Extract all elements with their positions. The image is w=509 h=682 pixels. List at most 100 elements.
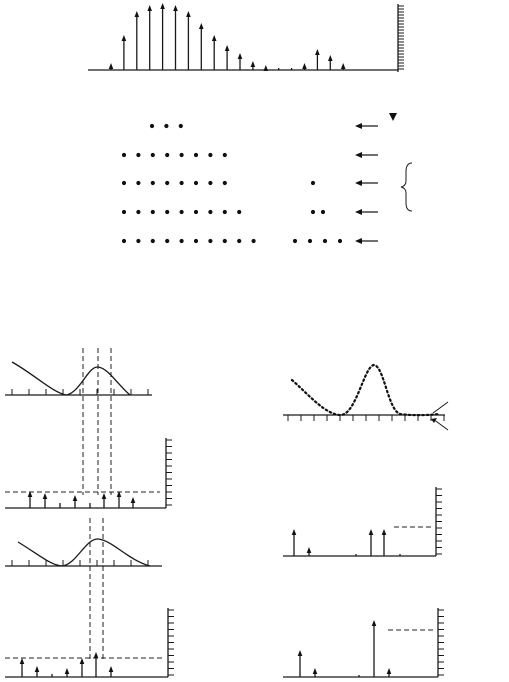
- dot-left: [136, 180, 141, 186]
- left-curve-panel-1: [5, 361, 152, 396]
- left-stick-panel-2: [5, 608, 174, 678]
- dot-right: [337, 238, 343, 244]
- left-stick-1-stick: [42, 493, 48, 508]
- top-stick: [328, 55, 333, 70]
- dot-left: [208, 180, 213, 186]
- dot-left: [179, 152, 184, 158]
- top-stick: [224, 45, 230, 70]
- dot-left: [150, 152, 155, 158]
- dot-left: [165, 180, 170, 186]
- dot-left: [208, 152, 213, 158]
- dot-left: [237, 209, 242, 215]
- right-dotted-curve: [290, 363, 442, 417]
- right-stick-2-stick: [371, 620, 377, 677]
- left-stick-1-stick: [130, 497, 136, 508]
- left-stick-1-stick: [116, 491, 122, 508]
- top-sticks: [108, 3, 346, 71]
- row-arrows: [355, 123, 378, 244]
- dot-left: [179, 180, 184, 186]
- top-stick: [147, 5, 152, 70]
- dot-right: [322, 238, 328, 244]
- right-pointer-head: [431, 418, 437, 423]
- top-stick: [237, 53, 243, 70]
- row-arrow: [355, 238, 378, 244]
- dot-left: [136, 238, 141, 244]
- top-stick: [108, 63, 114, 70]
- dot-right: [310, 180, 316, 186]
- right-stick-panel-1: [283, 487, 442, 557]
- down-arrowhead-marker: [389, 113, 397, 121]
- row-arrow: [355, 180, 378, 186]
- left-stick-2-stick: [93, 652, 99, 677]
- dot-right: [292, 238, 298, 244]
- dot-left: [208, 238, 213, 244]
- dot-left: [208, 209, 213, 215]
- top-stick: [263, 65, 269, 71]
- dot-left: [121, 238, 127, 244]
- dot-left: [165, 209, 170, 215]
- right-stick-1-stick: [291, 529, 297, 556]
- right-stick-2-stick: [297, 650, 303, 677]
- top-stick: [211, 35, 217, 70]
- dot-right: [310, 209, 316, 215]
- right-stick-panel-2: [283, 608, 444, 678]
- right-panels: [283, 363, 449, 678]
- dot-left: [193, 209, 199, 215]
- left-stick-2-stick: [79, 658, 85, 677]
- right-stick-2-stick: [312, 668, 318, 677]
- dot-left: [136, 209, 141, 215]
- right-stick-2-stick: [386, 668, 392, 677]
- dot-right: [320, 209, 326, 215]
- left-stick-panel-1: [5, 438, 172, 509]
- dot-right: [307, 238, 313, 244]
- dot-left: [222, 209, 227, 215]
- dot-left: [150, 180, 155, 186]
- top-stick: [134, 11, 140, 70]
- top-stick: [302, 63, 307, 70]
- left-stick-2-stick: [108, 666, 114, 677]
- top-stick: [315, 49, 320, 70]
- left-stick-2-stick: [19, 658, 25, 677]
- top-stick-spectrum: [88, 3, 404, 72]
- dot-left: [251, 238, 256, 244]
- left-stick-1-stick: [72, 495, 78, 508]
- dot-left: [121, 209, 127, 215]
- right-dotted-curve-panel: [283, 363, 449, 431]
- curly-brace: [400, 162, 413, 212]
- dot-left: [193, 238, 199, 244]
- top-stick: [160, 3, 165, 70]
- dot-left: [178, 123, 183, 129]
- dot-left: [121, 152, 127, 158]
- dot-left: [164, 123, 169, 129]
- top-stick: [340, 63, 346, 70]
- dot-left: [121, 180, 127, 186]
- dot-left: [222, 180, 227, 186]
- top-stick: [250, 61, 256, 70]
- left-panels: [5, 348, 174, 678]
- left-stick-1-stick: [27, 491, 33, 508]
- left-curve-2: [17, 538, 151, 567]
- left-stick-2-stick: [64, 668, 70, 677]
- right-stick-1-stick: [306, 547, 312, 556]
- dot-left: [165, 152, 170, 158]
- left-curve-1: [11, 361, 131, 396]
- right-stick-1-stick: [368, 529, 374, 556]
- top-intensity-scale: [397, 4, 404, 72]
- dot-left: [193, 180, 199, 186]
- top-stick: [173, 5, 178, 70]
- left-stick-2-stick: [34, 666, 40, 677]
- right-stick-1-stick: [381, 529, 387, 556]
- top-stick: [199, 23, 204, 70]
- dot-left: [165, 238, 170, 244]
- left-stick-1-stick: [101, 493, 107, 508]
- row-arrow: [355, 152, 378, 158]
- dot-left: [237, 238, 242, 244]
- dot-left: [193, 152, 199, 158]
- dot-array: [121, 113, 413, 244]
- dot-left: [149, 123, 155, 129]
- left-curve-panel-2: [5, 538, 162, 567]
- row-arrow: [355, 123, 378, 129]
- dot-left: [179, 238, 184, 244]
- top-stick: [186, 11, 191, 70]
